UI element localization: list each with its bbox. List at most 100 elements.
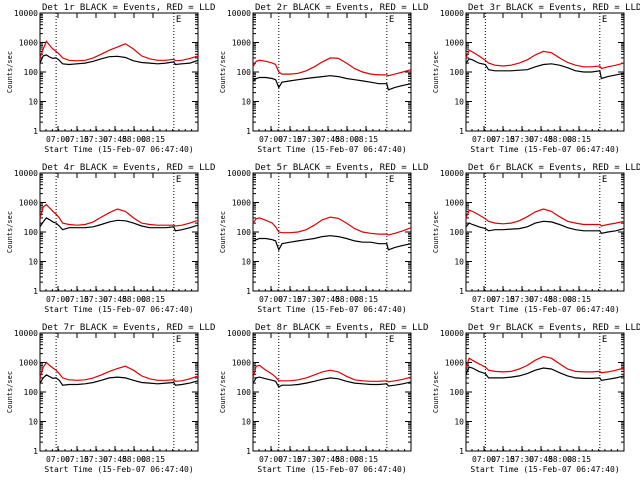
x-axis-label: Start Time (15-Feb-07 06:47:40) — [257, 145, 406, 154]
event-marker: E — [389, 15, 394, 25]
x-tick-label: 08:15 — [354, 455, 378, 464]
y-axis-label: Counts/sec — [219, 211, 227, 253]
y-tick-label: 10000 — [14, 329, 38, 338]
x-tick-label: 08:00 — [335, 295, 359, 304]
y-tick-label: 1000 — [232, 39, 251, 48]
x-tick-label: 08:00 — [335, 455, 359, 464]
panel-title: Det 5r BLACK = Events, RED = LLD — [255, 163, 428, 173]
x-tick-label: 07:45 — [529, 295, 553, 304]
x-tick-label: 07:00 — [259, 455, 283, 464]
y-tick-label: 10 — [28, 98, 38, 107]
event-marker: E — [176, 15, 181, 25]
y-tick-label: 100 — [450, 68, 465, 77]
x-tick-label: 07:30 — [297, 455, 321, 464]
x-tick-label: 08:15 — [141, 455, 165, 464]
chart-panel: Det 6r BLACK = Events, RED = LLD 1 10 100 10… — [432, 163, 640, 314]
y-tick-label: 10 — [241, 98, 251, 107]
y-tick-label: 1 — [246, 127, 251, 136]
chart-panel: Det 9r BLACK = Events, RED = LLD 1 10 100 10… — [432, 323, 640, 474]
x-tick-label: 07:45 — [103, 135, 127, 144]
x-tick-label: 08:00 — [335, 135, 359, 144]
event-marker: E — [602, 335, 607, 345]
x-tick-label: 07:45 — [103, 455, 127, 464]
y-tick-label: 10000 — [227, 329, 251, 338]
panel-title: Det 8r BLACK = Events, RED = LLD — [255, 323, 428, 333]
x-tick-label: 07:15 — [65, 455, 89, 464]
x-tick-label: 07:00 — [259, 295, 283, 304]
x-tick-label: 07:30 — [84, 295, 108, 304]
x-axis-label: Start Time (15-Feb-07 06:47:40) — [44, 145, 193, 154]
lld-series-line — [39, 203, 199, 227]
x-axis-label: Start Time (15-Feb-07 06:47:40) — [257, 305, 406, 314]
chart-panel: Det 2r BLACK = Events, RED = LLD 1 10 100 10… — [219, 3, 428, 154]
lld-series-line — [465, 208, 625, 227]
y-axis-label: Counts/sec — [6, 51, 14, 93]
lld-series-line — [252, 364, 412, 383]
x-tick-label: 07:45 — [316, 455, 340, 464]
events-series-line — [465, 366, 625, 381]
x-tick-label: 07:45 — [316, 135, 340, 144]
plot-frame — [39, 172, 199, 292]
x-tick-label: 08:15 — [141, 295, 165, 304]
y-tick-label: 10000 — [14, 169, 38, 178]
events-series-line — [465, 58, 625, 80]
panel-title: Det 3r BLACK = Events, RED = LLD — [468, 3, 640, 13]
x-tick-label: 07:30 — [510, 455, 534, 464]
x-axis-label: Start Time (15-Feb-07 06:47:40) — [470, 305, 619, 314]
y-axis-label: Counts/sec — [6, 371, 14, 413]
event-marker: E — [602, 15, 607, 25]
y-tick-label: 10000 — [14, 9, 38, 18]
plot-frame — [465, 332, 625, 452]
y-tick-label: 1 — [459, 127, 464, 136]
x-tick-label: 08:15 — [354, 135, 378, 144]
y-tick-label: 1 — [459, 287, 464, 296]
x-tick-label: 07:30 — [510, 295, 534, 304]
chart-panel: Det 8r BLACK = Events, RED = LLD 1 10 100 10… — [219, 323, 428, 474]
y-tick-label: 1000 — [232, 199, 251, 208]
lld-series-line — [465, 49, 625, 70]
x-tick-label: 07:00 — [259, 135, 283, 144]
x-tick-label: 07:45 — [316, 295, 340, 304]
y-tick-label: 1000 — [19, 39, 38, 48]
y-tick-label: 1 — [33, 447, 38, 456]
chart-panel: Det 4r BLACK = Events, RED = LLD 1 10 100 10… — [6, 163, 215, 314]
events-series-line — [465, 220, 625, 234]
x-tick-label: 07:15 — [278, 295, 302, 304]
x-tick-label: 08:00 — [122, 135, 146, 144]
x-tick-label: 08:15 — [567, 135, 591, 144]
y-tick-label: 10 — [454, 98, 464, 107]
y-tick-label: 10000 — [440, 329, 464, 338]
lld-series-line — [39, 361, 199, 382]
x-tick-label: 07:15 — [65, 135, 89, 144]
x-tick-label: 07:00 — [46, 455, 70, 464]
x-tick-label: 07:30 — [297, 295, 321, 304]
y-tick-label: 10 — [241, 258, 251, 267]
y-tick-label: 1000 — [445, 199, 464, 208]
panel-title: Det 1r BLACK = Events, RED = LLD — [42, 3, 215, 13]
plot-frame — [252, 332, 412, 452]
x-tick-label: 07:30 — [297, 135, 321, 144]
events-series-line — [39, 54, 199, 66]
x-tick-label: 07:45 — [529, 455, 553, 464]
y-axis-label: Counts/sec — [432, 211, 440, 253]
y-tick-label: 10000 — [440, 169, 464, 178]
y-tick-label: 1000 — [445, 39, 464, 48]
y-tick-label: 1 — [33, 287, 38, 296]
y-tick-label: 1000 — [19, 359, 38, 368]
y-tick-label: 10 — [28, 258, 38, 267]
x-axis-label: Start Time (15-Feb-07 06:47:40) — [44, 465, 193, 474]
x-tick-label: 07:30 — [84, 455, 108, 464]
y-tick-label: 100 — [450, 388, 465, 397]
x-tick-label: 08:15 — [567, 455, 591, 464]
lld-series-line — [252, 216, 412, 236]
y-tick-label: 100 — [450, 228, 465, 237]
y-axis-label: Counts/sec — [432, 371, 440, 413]
x-tick-label: 08:00 — [122, 455, 146, 464]
y-tick-label: 10 — [28, 418, 38, 427]
y-tick-label: 100 — [24, 228, 39, 237]
plot-frame — [39, 12, 199, 132]
x-tick-label: 07:45 — [103, 295, 127, 304]
panel-title: Det 9r BLACK = Events, RED = LLD — [468, 323, 640, 333]
x-tick-label: 07:15 — [65, 295, 89, 304]
x-axis-label: Start Time (15-Feb-07 06:47:40) — [470, 465, 619, 474]
